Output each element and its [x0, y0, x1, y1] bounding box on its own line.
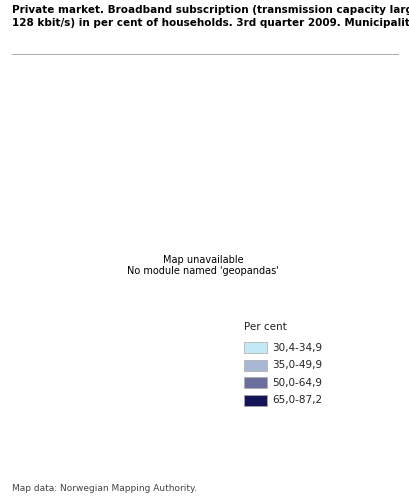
Bar: [243, 395, 266, 406]
Text: Private market. Broadband subscription (transmission capacity larger than
128 kb: Private market. Broadband subscription (…: [12, 5, 409, 28]
Text: 30,4-34,9: 30,4-34,9: [272, 343, 322, 353]
Text: Per cent: Per cent: [243, 322, 286, 332]
Bar: [243, 377, 266, 388]
Text: 50,0-64,9: 50,0-64,9: [272, 378, 322, 388]
Text: Map data: Norwegian Mapping Authority.: Map data: Norwegian Mapping Authority.: [12, 484, 197, 493]
Bar: [243, 342, 266, 353]
Text: Map unavailable
No module named 'geopandas': Map unavailable No module named 'geopand…: [127, 255, 278, 277]
Bar: [243, 360, 266, 371]
Text: 35,0-49,9: 35,0-49,9: [272, 360, 322, 370]
Text: 65,0-87,2: 65,0-87,2: [272, 395, 322, 405]
